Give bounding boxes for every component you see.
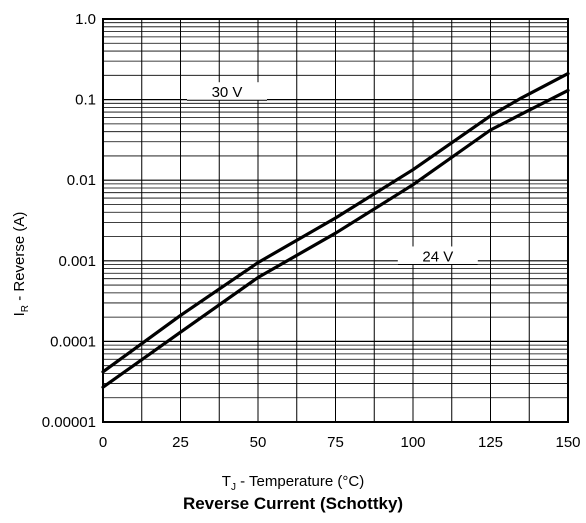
x-axis-label-prefix: T: [221, 473, 231, 490]
x-axis-label-sub: J: [230, 482, 236, 493]
y-tick-label: 0.001: [58, 253, 96, 270]
y-axis-label: IR - Reverse (A): [11, 212, 31, 317]
y-axis-label-text: IR - Reverse (A): [11, 212, 31, 317]
grid-lines: [102, 19, 569, 423]
x-axis-label-rest: - Temperature (°C): [235, 473, 365, 490]
x-tick-label: 125: [478, 434, 503, 451]
y-tick-label: 0.01: [67, 172, 96, 189]
x-tick-label: 25: [172, 434, 189, 451]
annotation-label: 30 V: [212, 84, 243, 101]
annotation-background: [397, 246, 478, 265]
x-tick-label: 0: [99, 434, 107, 451]
chart-title: Reverse Current (Schottky): [182, 494, 404, 513]
y-tick-label: 1.0: [75, 11, 96, 28]
annotation-label: 24 V: [422, 248, 453, 265]
series-line-2: [101, 88, 570, 389]
y-tick-label: 0.1: [75, 92, 96, 109]
series-group: [101, 71, 570, 389]
x-tick-label: 100: [400, 434, 425, 451]
x-tick-label: 150: [555, 434, 580, 451]
series-line-1: [101, 71, 570, 374]
annotation-background: [187, 82, 267, 101]
annotations: 30 V 24 V: [187, 82, 478, 265]
tick-labels: 0 25 50 75 100 125 150 0.00001 0.0001 0.001 0.01 0.…: [42, 11, 581, 451]
x-axis-label: TJ - Temperature (°C): [0, 473, 586, 493]
y-tick-label: 0.00001: [42, 414, 96, 431]
plot-frame: [102, 18, 569, 423]
x-tick-label: 75: [327, 434, 344, 451]
y-tick-label: 0.0001: [50, 333, 96, 350]
x-tick-label: 50: [250, 434, 267, 451]
